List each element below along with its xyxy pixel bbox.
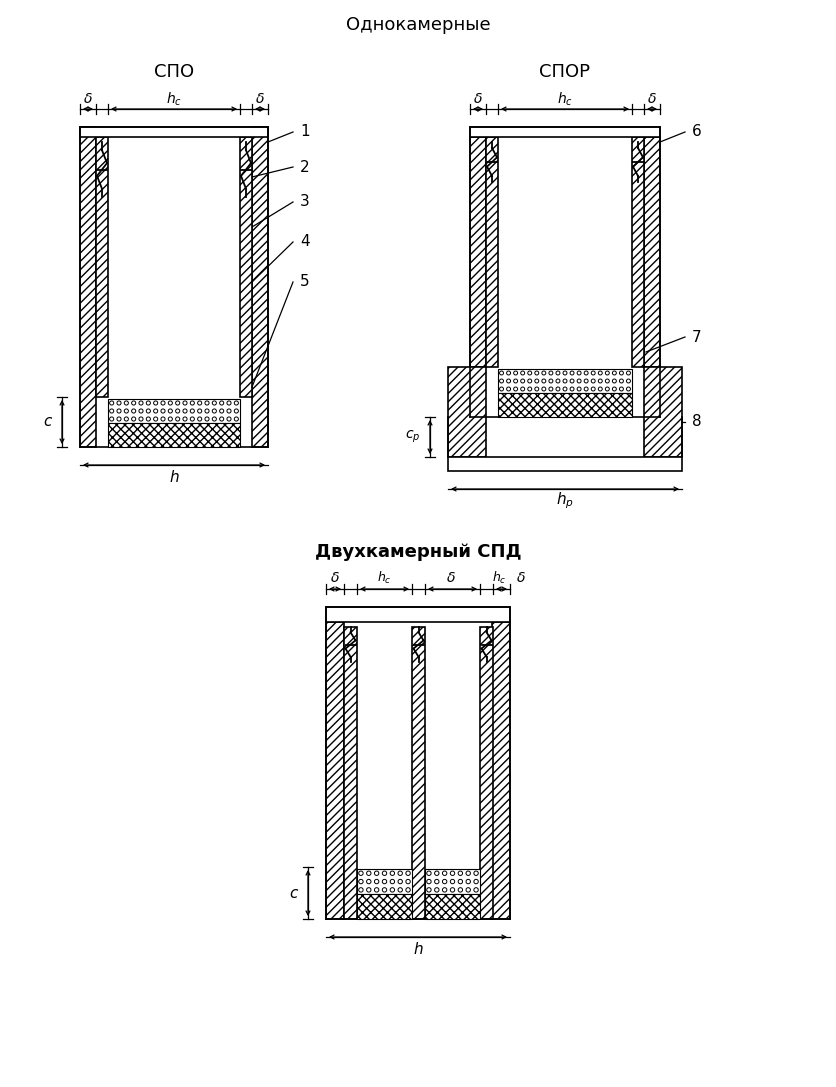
Bar — [357, 870, 412, 894]
Bar — [96, 137, 108, 397]
Text: СПОР: СПОР — [539, 63, 590, 82]
Bar — [492, 622, 510, 919]
Text: 4: 4 — [300, 235, 309, 250]
Text: $h_c$: $h_c$ — [557, 90, 573, 108]
Bar — [632, 137, 644, 367]
Bar — [326, 622, 344, 919]
Text: $h_c$: $h_c$ — [492, 570, 507, 586]
Bar — [326, 607, 510, 622]
Bar — [470, 137, 486, 367]
Bar — [108, 423, 240, 447]
Bar — [240, 137, 252, 397]
Bar — [644, 137, 660, 367]
Bar — [480, 627, 493, 919]
Bar — [80, 127, 96, 447]
Bar — [425, 870, 480, 894]
Text: Двухкамерный СПД: Двухкамерный СПД — [314, 544, 522, 561]
Text: 5: 5 — [300, 275, 309, 289]
Bar — [486, 137, 498, 367]
Text: δ: δ — [84, 92, 92, 107]
Text: c: c — [289, 886, 298, 900]
Bar — [412, 627, 425, 919]
Text: δ: δ — [256, 92, 264, 107]
Text: Однокамерные: Однокамерные — [346, 16, 490, 34]
Text: 3: 3 — [300, 195, 310, 210]
Text: $c_р$: $c_р$ — [405, 429, 420, 446]
Bar — [470, 127, 660, 137]
Text: h: h — [169, 470, 179, 485]
Text: δ: δ — [474, 92, 482, 107]
Text: $h_р$: $h_р$ — [556, 490, 574, 511]
Text: c: c — [43, 414, 52, 429]
Text: $h_c$: $h_c$ — [166, 90, 182, 108]
Text: 2: 2 — [300, 160, 309, 175]
Text: δ: δ — [331, 571, 339, 585]
Text: СПО: СПО — [154, 63, 194, 82]
Text: h: h — [413, 941, 423, 957]
Bar — [357, 894, 412, 919]
Bar — [448, 367, 486, 457]
Bar — [252, 127, 268, 447]
Text: $h_c$: $h_c$ — [377, 570, 392, 586]
Bar — [108, 399, 240, 423]
Bar — [498, 368, 632, 393]
Text: 7: 7 — [692, 329, 701, 345]
Text: δ: δ — [648, 92, 656, 107]
Bar — [425, 894, 480, 919]
Text: 8: 8 — [692, 414, 701, 429]
Bar — [448, 457, 682, 471]
Text: δ: δ — [517, 571, 526, 585]
Bar — [344, 627, 357, 919]
Bar — [644, 367, 682, 457]
Bar — [80, 127, 268, 137]
Text: 1: 1 — [300, 125, 309, 139]
Text: δ: δ — [447, 571, 456, 585]
Text: 6: 6 — [692, 125, 701, 139]
Bar — [498, 393, 632, 417]
